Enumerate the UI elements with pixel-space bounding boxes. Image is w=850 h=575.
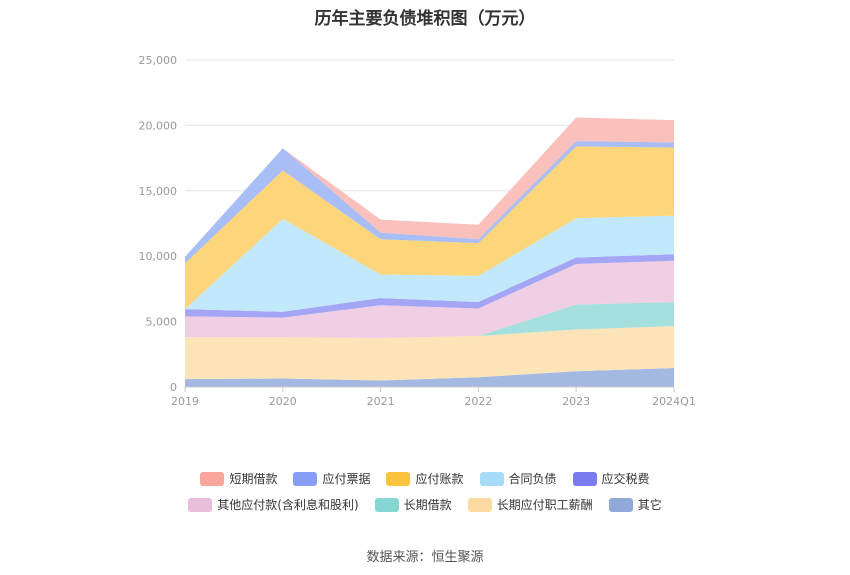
legend-item[interactable]: 应付票据 [293, 470, 370, 487]
legend-row-1: 短期借款 应付票据 应付账款 合同负债 应交税费 [0, 470, 850, 487]
legend-swatch [374, 497, 399, 512]
y-tick-label: 25,000 [139, 54, 178, 67]
legend-item[interactable]: 长期借款 [374, 496, 452, 513]
legend-label: 长期借款 [403, 498, 452, 512]
legend-row-2: 其他应付款(含利息和股利) 长期借款 长期应付职工薪酬 其它 [0, 496, 850, 513]
x-tick-label: 2020 [269, 395, 297, 408]
y-tick-label: 0 [170, 381, 177, 394]
y-tick-label: 20,000 [139, 119, 178, 132]
x-tick-label: 2024Q1 [652, 395, 696, 408]
y-tick-label: 5,000 [146, 316, 178, 329]
area-series-2 [185, 301, 674, 338]
chart-title: 历年主要负债堆积图（万元） [314, 9, 536, 29]
x-tick-label: 2022 [464, 395, 492, 408]
legend-swatch [293, 471, 318, 486]
legend-item[interactable]: 其它 [608, 496, 662, 513]
legend-item[interactable]: 应交税费 [572, 470, 650, 487]
area-series-8 [185, 117, 674, 257]
legend-swatch [188, 497, 213, 512]
legend-swatch [479, 471, 504, 486]
legend-label: 合同负债 [508, 472, 557, 486]
legend-label: 应付账款 [415, 472, 464, 486]
legend-swatch [572, 471, 597, 486]
legend-label: 其它 [637, 498, 662, 512]
legend-item[interactable]: 长期应付职工薪酬 [467, 496, 593, 513]
legend-swatch [467, 497, 492, 512]
legend-item[interactable]: 其他应付款(含利息和股利) [188, 496, 359, 513]
legend-swatch [200, 471, 225, 486]
area-series-4 [185, 254, 674, 318]
stacked-area-chart: 0 5,000 10,000 15,000 20,000 25,000 2019 2020 20… [139, 54, 696, 408]
area-series-0 [185, 368, 674, 387]
x-tick-label: 2023 [562, 395, 590, 408]
area-series-3 [185, 260, 674, 338]
area-series-7 [185, 141, 674, 264]
y-tick-label: 10,000 [139, 250, 178, 263]
x-tick-label: 2019 [171, 395, 199, 408]
legend-item[interactable]: 应付账款 [386, 470, 464, 487]
y-tick-label: 15,000 [139, 185, 178, 198]
legend-item[interactable]: 合同负债 [479, 470, 557, 487]
x-tick-label: 2021 [367, 395, 395, 408]
legend-item[interactable]: 短期借款 [200, 470, 277, 487]
area-series-group [185, 117, 674, 387]
area-series-5 [185, 215, 674, 312]
axes: 0 5,000 10,000 15,000 20,000 25,000 2019 2020 20… [139, 54, 696, 408]
legend-swatch [386, 471, 411, 486]
area-series-6 [185, 146, 674, 310]
legend-label: 其他应付款(含利息和股利) [217, 498, 359, 512]
legend-label: 长期应付职工薪酬 [496, 498, 593, 512]
legend-label: 应交税费 [601, 472, 650, 486]
legend-label: 应付票据 [322, 472, 371, 486]
data-source: 数据来源：恒生聚源 [366, 550, 484, 565]
area-series-1 [185, 326, 674, 381]
legend-swatch [608, 497, 633, 512]
legend-label: 短期借款 [229, 472, 278, 486]
legend: 短期借款 应付票据 应付账款 合同负债 应交税费 其他应付款(含利息和股利) 长期借款 长期… [0, 470, 850, 522]
